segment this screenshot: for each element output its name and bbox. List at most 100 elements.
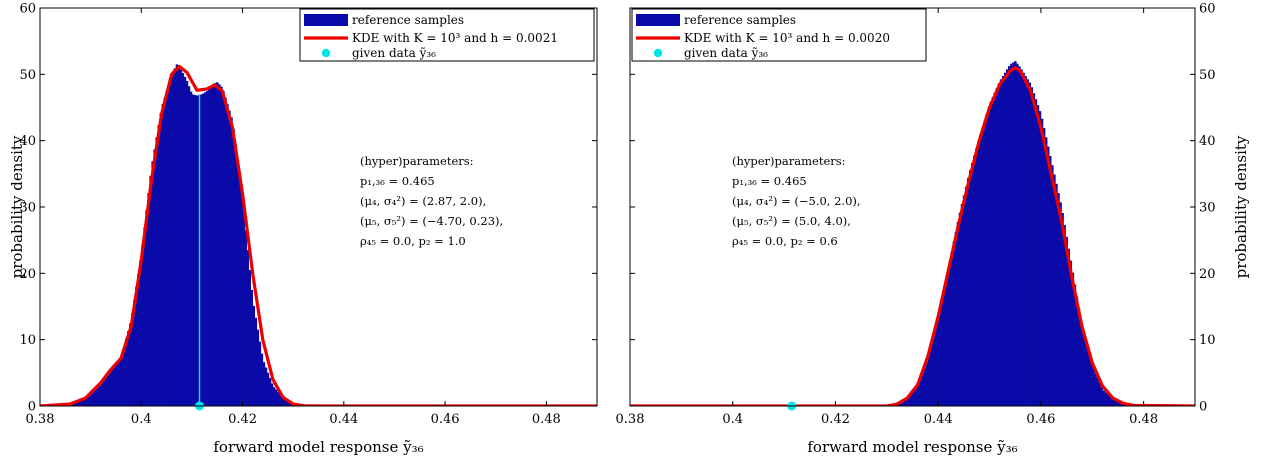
histogram-bar	[139, 260, 142, 406]
histogram-bar	[1077, 308, 1081, 406]
histogram-bar	[1082, 330, 1085, 406]
histogram-bar	[163, 97, 166, 406]
histogram-bar	[220, 86, 223, 406]
histogram-bar	[1061, 212, 1064, 406]
annotation-line: (μ₄, σ₄²) = (−5.0, 2.0),	[732, 194, 861, 208]
parameter-annotation: (hyper)parameters: p₁,₃₆ = 0.465 (μ₄, σ₄²)…	[360, 154, 503, 248]
histogram-bar	[1001, 75, 1005, 406]
histogram-bar	[226, 104, 229, 406]
histogram-bar	[264, 367, 268, 406]
histogram-bar	[106, 375, 110, 406]
histogram-bar	[179, 69, 183, 406]
histogram-bar	[1063, 224, 1066, 406]
histogram-bar	[1067, 248, 1071, 406]
histogram-bar	[1030, 87, 1034, 406]
histogram-bar	[248, 270, 251, 406]
histogram-bar	[262, 362, 266, 406]
histogram-bar	[1114, 400, 1118, 406]
histogram-bar	[1116, 401, 1120, 406]
histogram-bar	[1112, 399, 1116, 406]
histogram-bar	[901, 401, 904, 406]
y-tick-label: 60	[19, 2, 36, 17]
histogram-bar	[195, 95, 199, 406]
annotation-line: (hyper)parameters:	[732, 154, 846, 168]
histogram-bar	[1008, 66, 1011, 406]
histogram-bar	[993, 92, 997, 406]
histogram-bar	[76, 402, 79, 406]
histogram-bar	[232, 128, 235, 406]
histogram-bar	[86, 397, 89, 406]
histogram-bar	[1022, 72, 1025, 406]
annotation-line: (μ₅, σ₅²) = (−4.70, 0.23),	[360, 214, 503, 228]
histogram-bar	[1075, 296, 1079, 406]
histogram-bar	[183, 76, 187, 406]
histogram-bar	[1045, 137, 1048, 406]
histogram-bar	[913, 389, 916, 406]
histogram-bar	[266, 372, 270, 406]
x-tick-label: 0.42	[228, 412, 257, 427]
legend-box	[299, 8, 595, 62]
histogram-bar	[909, 394, 912, 406]
histogram-bar	[956, 221, 960, 406]
histogram-bar	[102, 380, 106, 406]
histogram-bar	[80, 400, 83, 406]
x-tick-label: 0.4	[131, 412, 152, 427]
histogram-bar	[187, 86, 191, 406]
histogram-bar	[171, 72, 175, 406]
chart-panel-1: 0.38 0.4 0.42 0.44 0.46 0.48 0 10 20 30 40 50 60 forw…	[8, 2, 598, 456]
histogram-bar	[208, 88, 211, 406]
histogram-bar	[287, 400, 290, 406]
histogram-bar	[929, 347, 933, 406]
annotation-line: ρ₄₅ = 0.0, p₂ = 0.6	[732, 234, 838, 248]
histogram-bar	[204, 92, 207, 406]
histogram-bar	[191, 94, 195, 406]
y-tick-label: 30	[19, 201, 36, 216]
legend-label: reference samples	[684, 13, 796, 27]
annotation-line: p₁,₃₆ = 0.465	[732, 174, 807, 188]
y-tick-label: 50	[1199, 68, 1216, 83]
histogram-bar	[1026, 79, 1029, 406]
histogram-bar	[1020, 69, 1023, 406]
y-tick-label: 60	[1199, 2, 1216, 17]
histogram-bar	[131, 313, 134, 406]
histogram-bar	[1096, 377, 1099, 406]
histogram-bar	[175, 64, 179, 406]
histogram-bar	[283, 397, 286, 406]
histogram-bar	[173, 68, 177, 406]
histogram-bar	[256, 329, 260, 406]
histogram-bar	[129, 323, 132, 406]
histogram-bar	[200, 94, 203, 406]
histogram-bar	[145, 210, 148, 406]
histogram-bar	[903, 400, 906, 406]
histogram-bar	[1086, 346, 1089, 406]
histogram-bar	[167, 84, 170, 406]
histogram-bar	[238, 176, 241, 406]
histogram-bar	[1121, 403, 1124, 406]
histogram-bar	[92, 391, 96, 406]
legend-swatch-hist	[304, 14, 348, 26]
histogram-bar	[74, 402, 77, 406]
histogram-bar	[155, 137, 158, 406]
histogram-bar	[1055, 183, 1058, 406]
annotation-line: p₁,₃₆ = 0.465	[360, 174, 435, 188]
histogram-bar	[206, 90, 209, 406]
histogram-bar	[1090, 362, 1093, 406]
histogram-bar	[954, 231, 958, 406]
histogram-bar	[948, 261, 951, 406]
histogram-bar	[234, 144, 237, 406]
histogram-bar	[137, 273, 140, 406]
x-tick-label: 0.44	[924, 412, 953, 427]
histogram-bar	[214, 83, 217, 406]
histogram-bars	[886, 61, 1134, 406]
legend-swatch-given	[321, 48, 331, 58]
histogram-bar	[977, 141, 980, 406]
histogram-bar	[110, 370, 114, 406]
histogram-bar	[969, 170, 972, 406]
histogram-bar	[1110, 398, 1114, 406]
histogram-bar	[159, 113, 162, 406]
histogram-bar	[1069, 260, 1073, 406]
histogram-bar	[1036, 105, 1040, 406]
histogram-bars	[44, 64, 320, 406]
histogram-bar	[1032, 93, 1036, 406]
histogram-bar	[938, 314, 941, 406]
